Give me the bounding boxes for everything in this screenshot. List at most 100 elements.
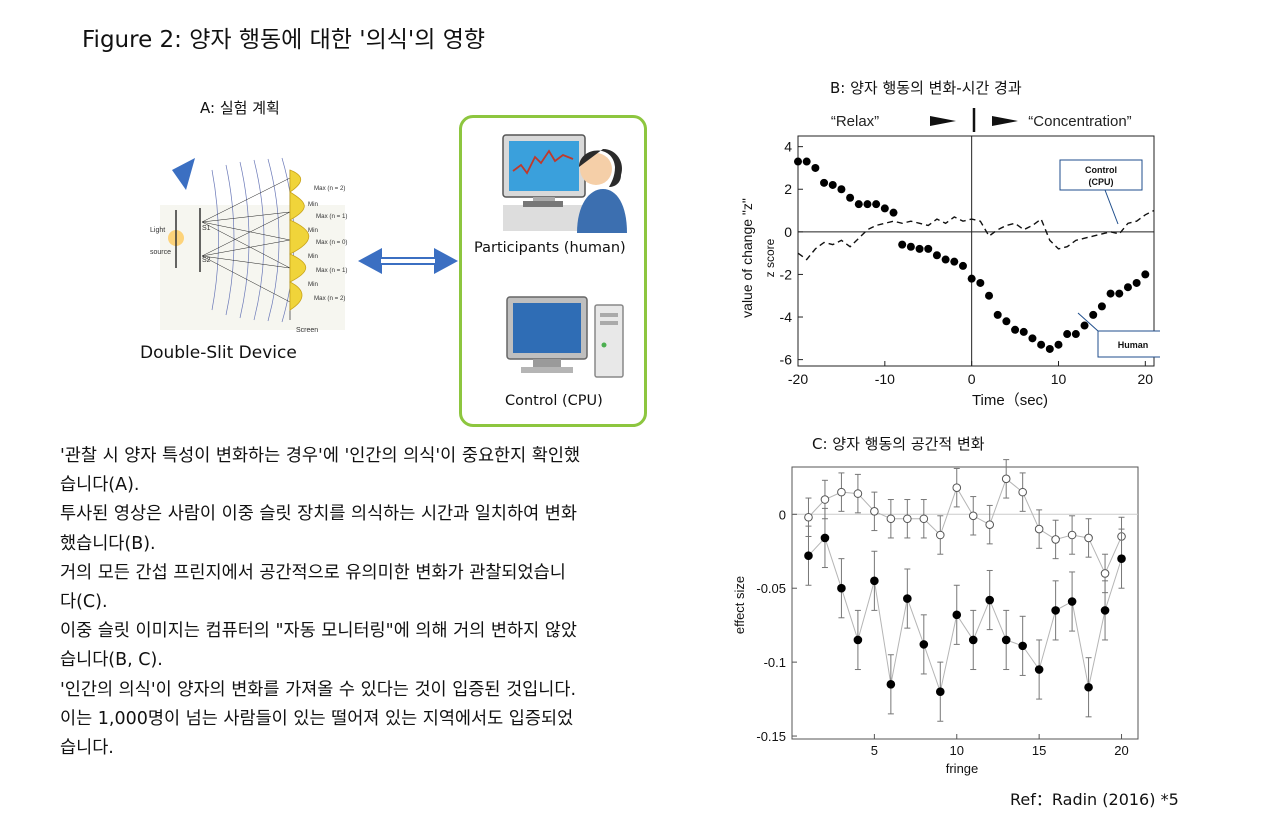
legend-human-box (1097, 330, 1160, 358)
open-data-point (1100, 569, 1110, 578)
human-data-point (1071, 330, 1080, 339)
human-data-point (1002, 317, 1011, 326)
filled-data-point (804, 551, 813, 560)
human-data-point (846, 193, 855, 202)
screen-label: Screen (296, 327, 318, 334)
human-data-point (976, 278, 985, 287)
human-data-point (958, 261, 967, 270)
human-data-point (932, 251, 941, 260)
body-line: 거의 모든 간섭 프린지에서 공간적으로 유의미한 변화가 관찰되었습니 (60, 562, 566, 583)
filled-data-point (985, 595, 995, 605)
double-slit-illustration: Light source S1 S2 Screen Max (n = 2) Mi… (150, 157, 347, 334)
y-tick-label: -6 (780, 352, 793, 368)
open-data-point (968, 511, 978, 521)
human-label: Participants (human) (474, 240, 626, 256)
open-data-point (1051, 535, 1060, 544)
filled-data-point (1100, 606, 1110, 615)
human-data-point (837, 185, 846, 194)
human-data-point (1045, 344, 1054, 353)
cpu-series-line (797, 209, 1155, 261)
crt-screen (513, 303, 581, 353)
filled-data-point (903, 594, 912, 603)
human-data-point (924, 244, 933, 253)
x-tick-label: 15 (1032, 743, 1046, 758)
open-data-point (853, 489, 863, 498)
body-line: 이중 슬릿 이미지는 컴퓨터의 "자동 모니터링"에 의해 거의 변하지 않았 (60, 621, 577, 642)
screen-annotation: Min (308, 227, 319, 234)
open-data-point (870, 507, 879, 516)
concentration-annotation: “Concentration” (1028, 113, 1131, 130)
screen-annotation: Max (n = 1) (316, 213, 347, 220)
series-open-circles (804, 459, 1126, 594)
human-data-point (993, 310, 1002, 319)
intensity-pattern (289, 169, 310, 311)
panel-c-title: C: 양자 행동의 공간적 변화 (812, 435, 985, 453)
x-tick-labels: 5 10 15 20 (871, 734, 1129, 758)
double-arrow-icon (358, 248, 458, 274)
x-axis-label: Time（sec) (972, 392, 1048, 409)
series-filled-circles (804, 507, 1126, 722)
legend-control-label: Control (1085, 165, 1117, 175)
legend-control-box (1059, 159, 1143, 191)
x-tick-label: 20 (1138, 371, 1154, 387)
light-label: Light (150, 227, 165, 234)
arrow-right-icon (930, 116, 956, 126)
filled-data-point (919, 640, 929, 649)
filled-data-point (853, 635, 863, 645)
screen-annotation: Max (n = 1) (316, 267, 347, 274)
y-tick-label: 2 (784, 181, 792, 197)
x-tick-labels: -20 -10 0 10 20 (788, 361, 1153, 387)
series-human (794, 157, 1150, 353)
screen-annotations: Max (n = 2) Min Max (n = 1) Min Max (n =… (308, 185, 347, 302)
x-tick-label: -10 (875, 371, 895, 387)
y-tick-labels: 4 2 0 -2 -4 -6 (780, 139, 803, 368)
screen-annotation: Min (308, 201, 319, 208)
interference-rays (201, 177, 291, 303)
body-line: 습니다(B, C). (60, 650, 163, 671)
filled-data-point (968, 635, 978, 645)
human-data-point (906, 242, 915, 251)
screen-annotation: Min (308, 253, 319, 260)
open-data-point (820, 495, 830, 504)
body-line: 투사된 영상은 사람이 이중 슬릿 장치를 의식하는 시간과 일치하여 변화 (60, 504, 577, 525)
human-data-point (1097, 302, 1106, 311)
device-backdrop (160, 205, 345, 330)
filled-data-point (952, 610, 962, 620)
screen-annotation: Min (308, 281, 319, 288)
x-tick-label: 0 (968, 371, 976, 387)
open-data-point (985, 520, 995, 529)
body-line: 습니다(A). (60, 475, 140, 496)
chart-b-time-course: “Relax” “Concentration” -20 -10 0 10 20 420-… (739, 108, 1160, 409)
human-data-point (967, 274, 976, 283)
slit1-label: S1 (202, 225, 211, 232)
plot-frame (797, 135, 1155, 367)
human-data-point (863, 200, 872, 209)
x-tick-label: 20 (1114, 743, 1128, 758)
human-data-point (1106, 289, 1115, 298)
human-data-point (811, 163, 820, 172)
x-tick-label: 5 (871, 743, 878, 758)
filled-data-point (1051, 606, 1060, 615)
reference: Ref：Radin (2016) *5 (1010, 790, 1179, 809)
person-body-icon (577, 189, 627, 233)
human-participant-illustration (502, 134, 627, 233)
human-data-point (950, 257, 959, 266)
filled-data-point (1084, 682, 1093, 692)
filled-data-point (1067, 597, 1077, 606)
legend-control-pointer (1104, 189, 1119, 225)
human-data-point (1019, 327, 1028, 336)
series-control-cpu (797, 209, 1155, 261)
filled-data-point (1117, 554, 1126, 563)
legend-human-label: Human (1118, 340, 1149, 350)
filled-data-point (935, 687, 945, 696)
y-tick-label: -4 (780, 309, 793, 325)
body-line: 습니다. (60, 738, 114, 759)
y-tick-label: 4 (784, 139, 792, 155)
human-data-point (1123, 283, 1132, 292)
filled-data-point (1001, 635, 1011, 645)
body-text: '관찰 시 양자 특성이 변화하는 경우'에 '인간의 의식'이 중요한지 확인… (60, 442, 700, 763)
human-data-point (889, 208, 898, 217)
human-data-point (802, 157, 811, 166)
slit2-label: S2 (202, 257, 211, 264)
device-label: Double-Slit Device (140, 343, 297, 363)
